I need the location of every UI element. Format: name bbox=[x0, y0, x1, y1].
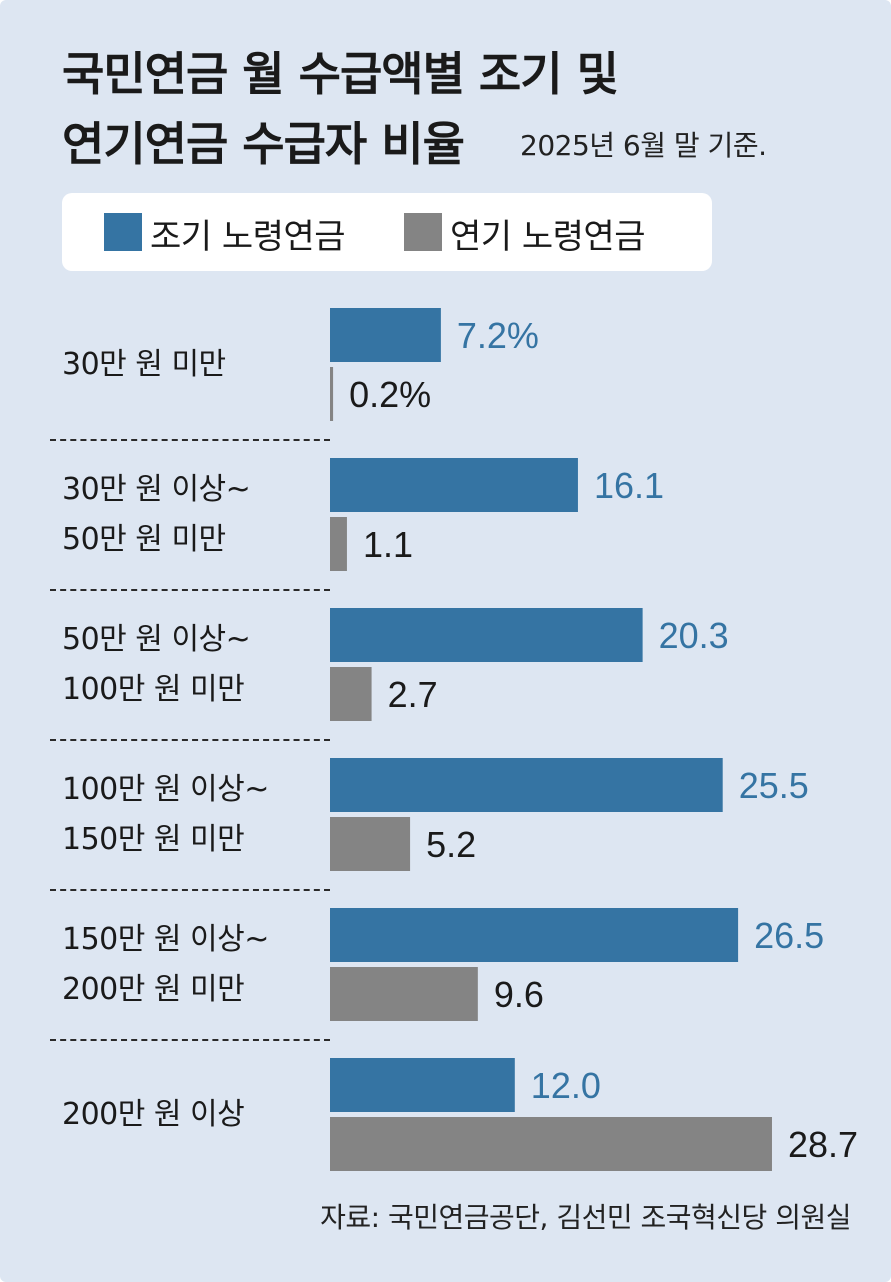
data-label-deferred: 1.1 bbox=[363, 524, 413, 565]
category-label: 150만 원 미만 bbox=[62, 821, 245, 857]
source-note: 자료: 국민연금공단, 김선민 조국혁신당 의원실 bbox=[320, 1201, 851, 1234]
legend-label-deferred: 연기 노령연금 bbox=[450, 217, 646, 257]
category-label: 100만 원 미만 bbox=[62, 671, 245, 707]
category-label: 150만 원 이상~ bbox=[62, 921, 269, 957]
group-divider bbox=[50, 1039, 330, 1041]
bar-early bbox=[330, 308, 441, 362]
data-label-early: 25.5 bbox=[739, 765, 809, 806]
data-label-deferred: 9.6 bbox=[494, 974, 544, 1015]
group-divider bbox=[50, 439, 330, 441]
legend-swatch-early bbox=[104, 213, 142, 251]
chart-title-line-2: 연기연금 수급자 비율 bbox=[62, 117, 465, 171]
bar-deferred bbox=[330, 517, 347, 571]
group-divider bbox=[50, 589, 330, 591]
chart-title-line-1: 국민연금 월 수급액별 조기 및 bbox=[62, 47, 619, 101]
data-label-deferred: 5.2 bbox=[426, 824, 476, 865]
data-label-early: 7.2% bbox=[457, 315, 539, 356]
bar-deferred bbox=[330, 1117, 772, 1171]
category-label: 200만 원 미만 bbox=[62, 971, 245, 1007]
bar-deferred bbox=[330, 367, 334, 421]
bar-early bbox=[330, 758, 723, 812]
legend-label-early: 조기 노령연금 bbox=[150, 217, 346, 257]
category-label: 200만 원 이상 bbox=[62, 1096, 245, 1132]
data-label-early: 12.0 bbox=[531, 1065, 601, 1106]
data-label-early: 20.3 bbox=[659, 615, 729, 656]
data-label-early: 26.5 bbox=[754, 915, 824, 956]
bar-early bbox=[330, 1058, 515, 1112]
bar-deferred bbox=[330, 967, 478, 1021]
data-label-deferred: 2.7 bbox=[388, 674, 438, 715]
data-label-early: 16.1 bbox=[594, 465, 664, 506]
category-label: 30만 원 이상~ bbox=[62, 471, 251, 507]
bar-early bbox=[330, 458, 578, 512]
data-label-deferred: 28.7 bbox=[788, 1124, 858, 1165]
bar-early bbox=[330, 608, 643, 662]
chart-subtitle: 2025년 6월 말 기준. bbox=[520, 129, 767, 162]
bar-deferred bbox=[330, 667, 372, 721]
bar-early bbox=[330, 908, 739, 962]
data-label-deferred: 0.2% bbox=[349, 374, 431, 415]
bar-deferred bbox=[330, 817, 411, 871]
category-label: 100만 원 이상~ bbox=[62, 771, 269, 807]
group-divider bbox=[50, 889, 330, 891]
category-label: 30만 원 미만 bbox=[62, 346, 226, 382]
category-label: 50만 원 미만 bbox=[62, 521, 226, 557]
legend: 조기 노령연금 연기 노령연금 bbox=[62, 193, 712, 271]
category-label: 50만 원 이상~ bbox=[62, 621, 251, 657]
group-divider bbox=[50, 739, 330, 741]
legend-swatch-deferred bbox=[404, 213, 442, 251]
